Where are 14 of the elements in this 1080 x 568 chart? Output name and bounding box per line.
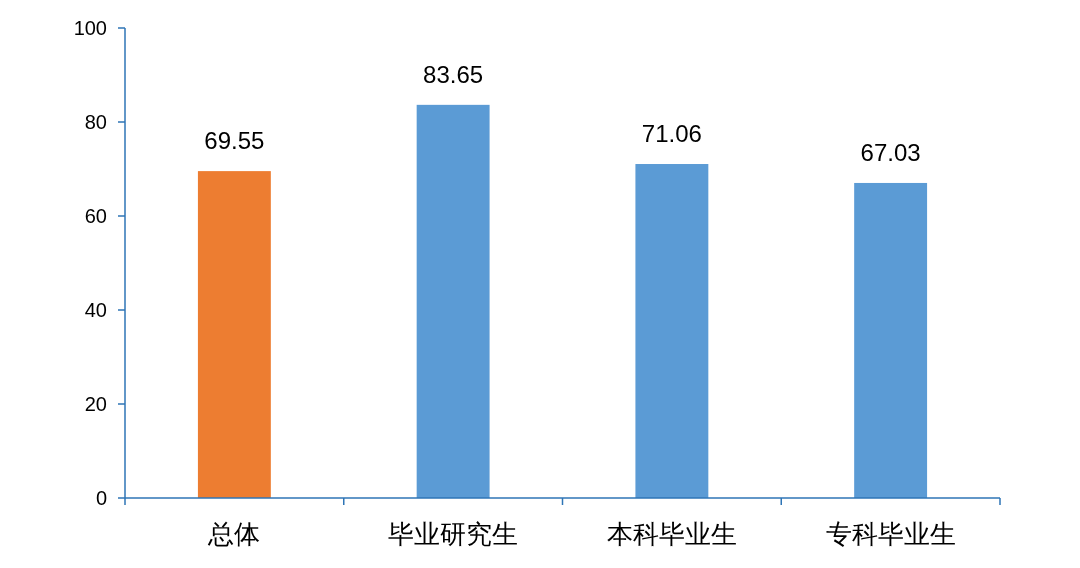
y-tick-label: 20 <box>84 393 107 415</box>
y-tick-label: 100 <box>73 17 107 39</box>
data-label: 69.55 <box>204 127 265 155</box>
x-tick-label: 毕业研究生 <box>388 519 519 549</box>
x-tick-label: 总体 <box>207 519 261 549</box>
data-label: 67.03 <box>860 138 921 166</box>
y-tick-label: 80 <box>84 111 107 133</box>
data-label: 71.06 <box>641 120 702 148</box>
y-tick-label: 60 <box>84 205 107 227</box>
y-tick-label: 40 <box>84 299 107 321</box>
data-label: 83.65 <box>423 60 484 88</box>
x-tick-label: 本科毕业生 <box>606 519 737 549</box>
x-tick-label: 专科毕业生 <box>825 519 956 549</box>
y-tick-label: 0 <box>95 487 107 509</box>
